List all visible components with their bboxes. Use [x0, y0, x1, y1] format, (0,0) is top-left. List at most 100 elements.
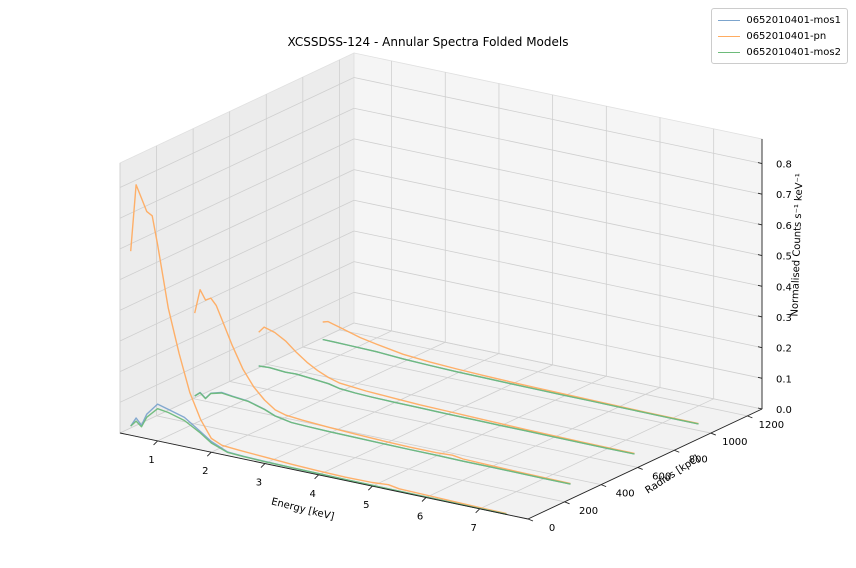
- z-grid-line: [119, 107, 355, 219]
- series-layer: [130, 184, 699, 515]
- x-tick-mark: [314, 474, 319, 480]
- z-grid-line: [353, 169, 763, 256]
- x-tick-mark: [206, 451, 212, 457]
- z-grid-line: [119, 199, 355, 311]
- y-tick-label: 200: [579, 506, 598, 517]
- series-line: [322, 338, 699, 425]
- x-grid-line: [211, 341, 446, 453]
- x-tick-label: 1: [148, 455, 154, 466]
- y-grid-line: [339, 329, 748, 417]
- series-line: [130, 408, 507, 515]
- x-tick-mark: [153, 440, 158, 446]
- z-tick-mark: [757, 162, 763, 164]
- legend-swatch: [718, 35, 741, 37]
- y-axis-line: [527, 408, 763, 520]
- z-tick-label: 0.7: [776, 190, 792, 201]
- z-tick-label: 0.5: [776, 252, 792, 263]
- y-tick-mark: [637, 467, 643, 470]
- z-tick-mark: [757, 223, 763, 226]
- axis-panes: [118, 52, 764, 520]
- x-tick-mark: [421, 497, 427, 502]
- x-axis-label: Energy [keV]: [270, 496, 335, 522]
- series-line: [194, 392, 571, 485]
- z-tick-label: 0.4: [776, 282, 792, 293]
- y-tick-mark: [527, 518, 534, 522]
- series-line: [258, 365, 635, 455]
- x-tick-mark: [260, 463, 266, 468]
- y-tick-label: 600: [652, 471, 671, 482]
- series-line: [258, 326, 635, 455]
- x-tick-label: 6: [417, 512, 423, 523]
- y-tick-label: 400: [616, 489, 635, 500]
- tick-layer: 1 2 3 4 5 6 7 0 200 400 600 800 1000 1200 0.0 0.1 0.2 0.3…: [119, 139, 792, 534]
- y-grid-line: [302, 346, 711, 434]
- z-tick-mark: [757, 346, 763, 349]
- y-grid-line: [229, 381, 638, 468]
- z-grid-line: [119, 322, 355, 434]
- y-grid-line: [156, 415, 565, 503]
- legend-label: 0652010401-mos2: [746, 46, 841, 58]
- z-grid-line: [353, 261, 763, 349]
- z-tick-label: 0.0: [776, 405, 792, 416]
- x-tick-label: 2: [202, 466, 208, 477]
- x-grid-line: [479, 398, 714, 510]
- legend-entry: 0652010401-mos2: [718, 44, 841, 60]
- z-tick-label: 0.2: [776, 344, 792, 355]
- x-tick-label: 4: [309, 489, 315, 500]
- x-grid-line: [157, 330, 392, 442]
- z-grid-line: [119, 138, 355, 250]
- z-tick-mark: [757, 284, 763, 287]
- legend-label: 0652010401-pn: [746, 30, 827, 42]
- legend-entry: 0652010401-mos1: [718, 12, 841, 28]
- x-tick-mark: [475, 508, 481, 514]
- z-tick-mark: [757, 376, 763, 379]
- y-tick-mark: [564, 501, 570, 505]
- z-grid-line: [353, 322, 763, 410]
- legend-entry: 0652010401-pn: [718, 28, 841, 44]
- y-tick-label: 1000: [722, 437, 747, 448]
- z-grid-line: [353, 291, 763, 379]
- z-grid-line: [353, 230, 763, 318]
- y-tick-mark: [710, 432, 716, 436]
- z-tick-label: 0.6: [776, 221, 792, 232]
- series-line: [322, 320, 699, 425]
- y-tick-label: 1200: [759, 420, 784, 431]
- y-grid-line: [266, 363, 675, 451]
- z-tick-mark: [757, 192, 763, 195]
- x-tick-label: 3: [256, 478, 262, 489]
- legend-label: 0652010401-mos1: [746, 14, 841, 26]
- z-grid-line: [119, 291, 355, 403]
- x-axis-line: [119, 432, 529, 520]
- z-grid-line: [119, 261, 355, 372]
- z-grid-line: [353, 107, 763, 195]
- z-grid-line: [119, 230, 355, 342]
- z-grid-line: [119, 169, 355, 280]
- z-tick-mark: [757, 254, 763, 257]
- x-tick-label: 7: [470, 523, 476, 534]
- x-tick-label: 5: [363, 500, 369, 511]
- series-line: [194, 289, 571, 485]
- grid-lines: [119, 59, 763, 520]
- y-grid-line: [193, 398, 602, 486]
- chart-legend: 0652010401-mos1 0652010401-pn 0652010401…: [711, 8, 848, 64]
- y-tick-mark: [747, 415, 753, 419]
- z-grid-line: [353, 138, 763, 226]
- y-tick-label: 0: [549, 523, 555, 534]
- y-tick-mark: [600, 484, 607, 488]
- z-axis-label: Normalised Counts s⁻¹ keV⁻¹: [790, 173, 806, 317]
- x-tick-mark: [367, 485, 373, 491]
- z-tick-label: 0.3: [776, 313, 792, 324]
- z-grid-line: [119, 77, 355, 188]
- z-grid-line: [353, 77, 763, 164]
- chart-title: XCSSDSS-124 - Annular Spectra Folded Mod…: [288, 35, 569, 49]
- legend-swatch: [718, 51, 741, 53]
- z-grid-line: [353, 199, 763, 287]
- z-tick-label: 0.8: [776, 160, 792, 171]
- z-tick-mark: [757, 315, 763, 318]
- y-tick-mark: [674, 449, 680, 453]
- legend-swatch: [718, 19, 741, 21]
- z-tick-mark: [757, 407, 763, 410]
- z-tick-label: 0.1: [776, 374, 792, 385]
- series-line: [130, 184, 507, 515]
